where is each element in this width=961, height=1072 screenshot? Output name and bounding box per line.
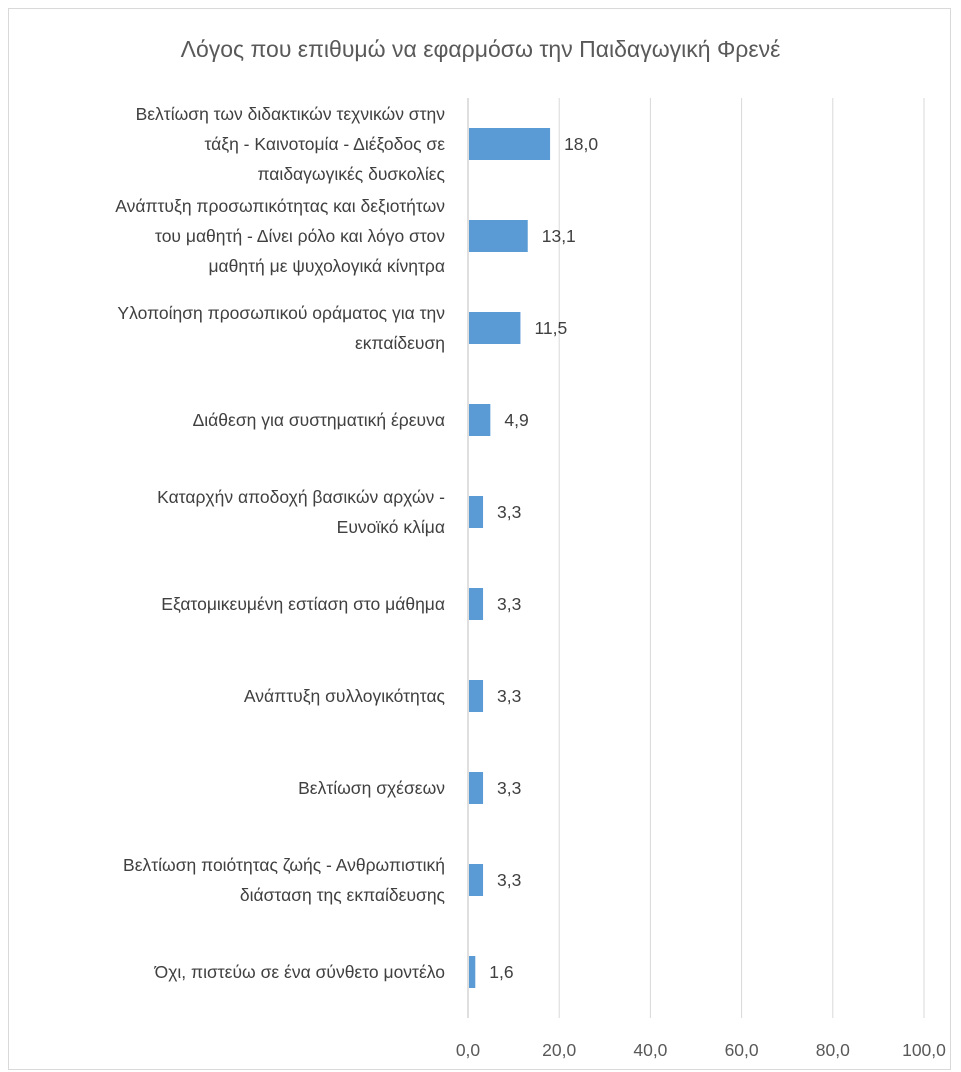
data-label: 3,3 [497, 778, 521, 798]
x-tick-label: 20,0 [542, 1040, 576, 1060]
data-label: 4,9 [504, 410, 528, 430]
category-label-line: του μαθητή - Δίνει ρόλο και λόγο στον [155, 226, 445, 246]
data-label: 1,6 [489, 962, 513, 982]
data-label: 3,3 [497, 502, 521, 522]
category-label: Βελτίωση σχέσεων [298, 778, 445, 798]
category-label-line: Βελτίωση ποιότητας ζωής - Ανθρωπιστική [123, 855, 445, 875]
bar [469, 220, 528, 252]
data-label: 18,0 [564, 134, 598, 154]
data-label: 11,5 [534, 318, 567, 338]
category-label-line: Διάθεση για συστηματική έρευνα [193, 410, 445, 430]
category-label-line: Βελτίωση των διδακτικών τεχνικών στην [136, 104, 446, 124]
category-label-line: Καταρχήν αποδοχή βασικών αρχών - [157, 487, 445, 507]
category-label: Ανάπτυξη συλλογικότητας [244, 686, 445, 706]
data-label: 13,1 [542, 226, 576, 246]
category-label-line: Υλοποίηση προσωπικού οράματος για την [117, 303, 445, 323]
bar [469, 680, 484, 712]
data-label: 3,3 [497, 594, 521, 614]
category-label: Ανάπτυξη προσωπικότητας και δεξιοτήτων το… [115, 196, 445, 276]
x-tick-label: 0,0 [456, 1040, 481, 1060]
category-label: Καταρχήν αποδοχή βασικών αρχών - Ευνοϊκό … [157, 487, 445, 537]
x-tick-label: 60,0 [725, 1040, 759, 1060]
category-label: Εξατομικευμένη εστίαση στο μάθημα [161, 594, 445, 614]
category-label: Βελτίωση ποιότητας ζωής - Ανθρωπιστική δι… [123, 855, 445, 905]
category-label-line: μαθητή με ψυχολογικά κίνητρα [208, 256, 445, 276]
category-label-line: Όχι, πιστεύω σε ένα σύνθετο μοντέλο [154, 962, 445, 982]
category-label: Όχι, πιστεύω σε ένα σύνθετο μοντέλο [154, 962, 445, 982]
category-label-line: τάξη - Καινοτομία - Διέξοδος σε [204, 134, 445, 154]
category-label-line: Εξατομικευμένη εστίαση στο μάθημα [161, 594, 445, 614]
category-label: Υλοποίηση προσωπικού οράματος για την εκπ… [117, 303, 445, 353]
data-label: 3,3 [497, 686, 521, 706]
bar [469, 588, 484, 620]
category-label-line: διάσταση της εκπαίδευσης [240, 885, 445, 905]
bar [469, 864, 484, 896]
bar [469, 128, 551, 160]
chart-title: Λόγος που επιθυμώ να εφαρμόσω την Παιδαγ… [180, 36, 781, 62]
x-tick-label: 80,0 [816, 1040, 850, 1060]
category-label-line: Ανάπτυξη συλλογικότητας [244, 686, 445, 706]
category-label: Διάθεση για συστηματική έρευνα [193, 410, 445, 430]
x-tick-label: 40,0 [633, 1040, 667, 1060]
category-label: Βελτίωση των διδακτικών τεχνικών στην τάξ… [136, 104, 446, 184]
category-label-line: Βελτίωση σχέσεων [298, 778, 445, 798]
category-label-line: παιδαγωγικές δυσκολίες [257, 164, 445, 184]
bar [469, 312, 521, 344]
category-label-line: Ανάπτυξη προσωπικότητας και δεξιοτήτων [115, 196, 445, 216]
bar [469, 404, 491, 436]
category-label-line: Ευνοϊκό κλίμα [337, 517, 445, 537]
data-label: 3,3 [497, 870, 521, 890]
bar [469, 956, 476, 988]
category-label-line: εκπαίδευση [355, 333, 445, 353]
bar [469, 496, 484, 528]
bar [469, 772, 484, 804]
x-tick-label: 100,0 [902, 1040, 946, 1060]
